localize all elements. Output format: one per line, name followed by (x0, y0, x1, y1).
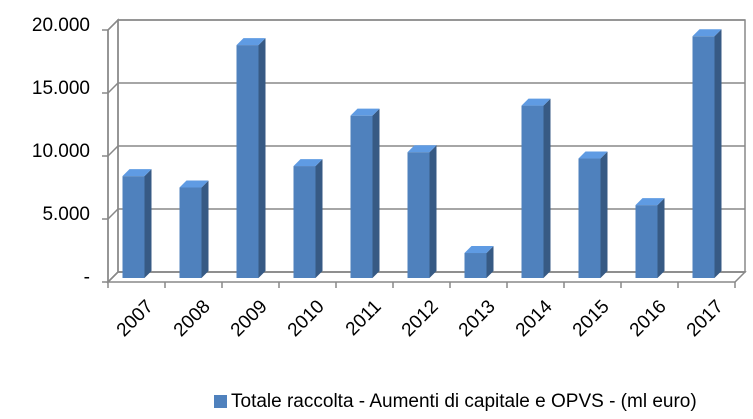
x-tick-label: 2010 (284, 296, 329, 341)
bar-side (543, 98, 551, 278)
y-tick-label: 10.000 (32, 141, 90, 162)
bar (521, 105, 544, 278)
x-tick-label: 2013 (455, 296, 500, 341)
bar-top (122, 169, 152, 177)
bar (122, 176, 145, 278)
x-tick-label: 2017 (683, 296, 728, 341)
bar (350, 115, 373, 279)
x-tick-label: 2007 (113, 296, 158, 341)
y-tick-label: 15.000 (32, 78, 90, 99)
bar-top (407, 145, 437, 153)
bar-top (293, 159, 323, 167)
bar-top (692, 29, 722, 37)
grid-line (107, 19, 745, 31)
bar-top (521, 98, 551, 106)
x-tick-label: 2014 (512, 296, 557, 341)
bar-side (258, 38, 266, 279)
bar-top (464, 246, 494, 254)
x-tick-label: 2008 (170, 296, 215, 341)
bar-side (315, 159, 323, 278)
bar (179, 187, 202, 278)
x-tick-label: 2011 (342, 296, 386, 340)
bar-top (236, 38, 266, 46)
bar-side (657, 198, 665, 278)
bar-top (635, 198, 665, 206)
x-tick-label: 2015 (569, 296, 614, 341)
bar-side (486, 246, 494, 278)
bar (578, 158, 601, 278)
y-tick-label: - (84, 267, 90, 288)
bar-side (144, 169, 152, 278)
x-tick-label: 2012 (398, 296, 443, 341)
bar-side (714, 29, 722, 278)
bar-side (429, 145, 437, 278)
bar-side (372, 108, 380, 279)
bar (293, 166, 316, 278)
bar-side (201, 180, 209, 278)
bar (692, 36, 715, 278)
bar-top (350, 108, 380, 116)
bar-top (179, 180, 209, 188)
bar (407, 152, 430, 278)
bar (635, 205, 658, 278)
legend-swatch (214, 395, 227, 408)
legend-label: Totale raccolta - Aumenti di capitale e … (231, 391, 697, 412)
x-tick-label: 2009 (227, 296, 272, 341)
x-tick-label: 2016 (626, 296, 671, 341)
grid-line (107, 82, 745, 94)
y-tick-label: 20.000 (32, 15, 90, 36)
bar-side (600, 151, 608, 278)
bar-top (578, 151, 608, 159)
y-tick-label: 5.000 (42, 204, 90, 225)
bar (464, 253, 487, 278)
bar (236, 45, 259, 279)
